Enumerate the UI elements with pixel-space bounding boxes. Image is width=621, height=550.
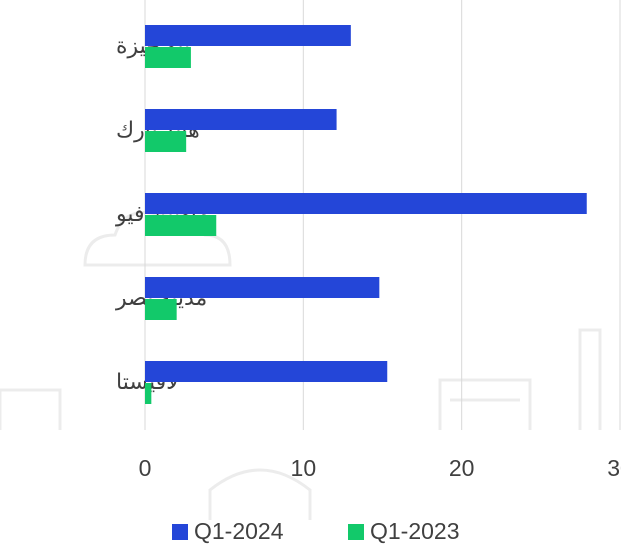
x-tick-label: 0	[139, 455, 152, 481]
bar	[145, 47, 191, 68]
x-tick-label: 20	[449, 455, 475, 481]
x-tick-label: 30	[607, 455, 621, 481]
bar	[145, 25, 351, 46]
bar	[145, 299, 177, 320]
bar	[145, 383, 151, 404]
bar	[145, 361, 387, 382]
bar	[145, 277, 379, 298]
bar	[145, 131, 186, 152]
legend-swatch	[348, 524, 364, 540]
legend-label: Q1-2024	[194, 518, 284, 544]
x-tick-label: 10	[291, 455, 317, 481]
bar	[145, 193, 587, 214]
bar	[145, 215, 216, 236]
chart: 0102030نيو جيزةهايد باركماونتن فيومدينة …	[0, 0, 621, 550]
legend-label: Q1-2023	[370, 518, 460, 544]
bar	[145, 109, 337, 130]
legend-swatch	[172, 524, 188, 540]
